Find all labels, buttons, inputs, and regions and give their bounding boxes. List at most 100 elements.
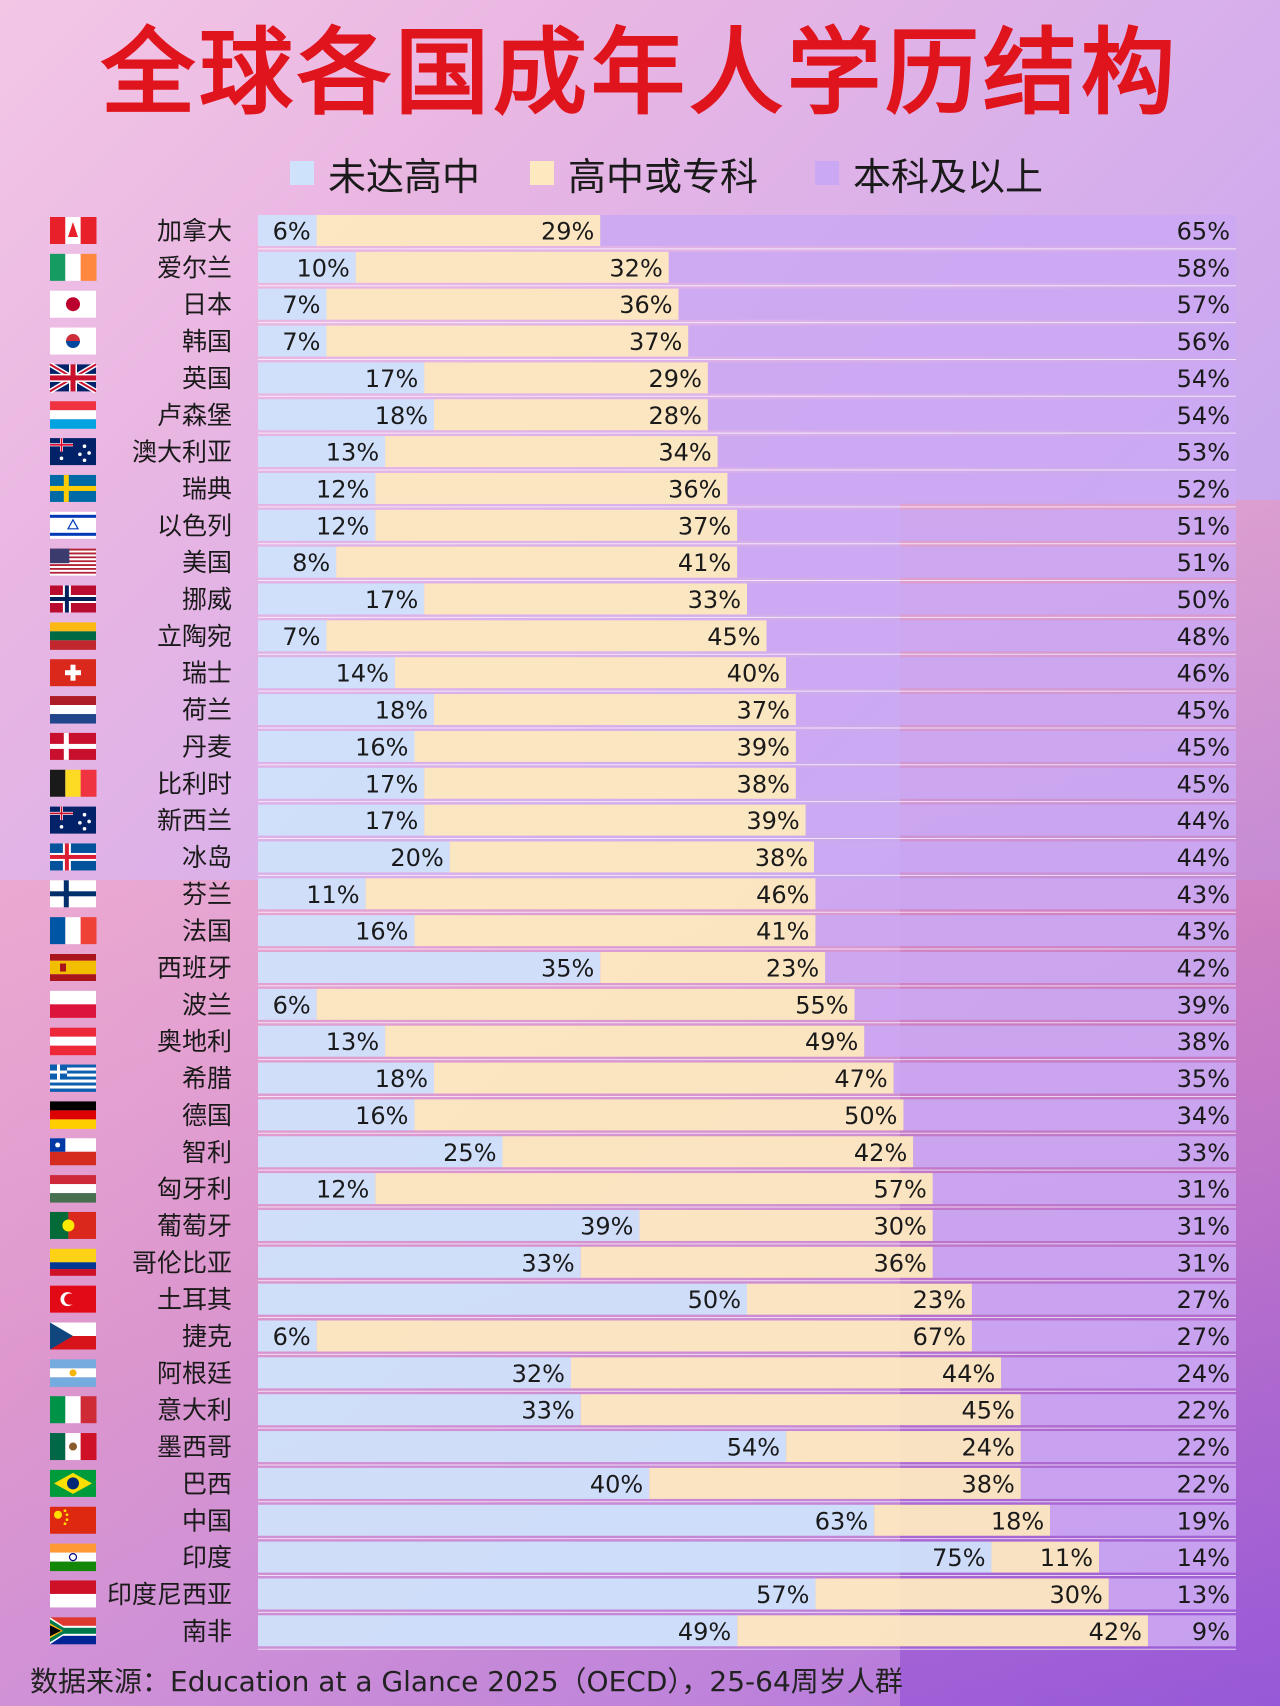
country-flag-icon [50,1285,96,1313]
data-label: 33% [688,586,741,614]
data-label: 35% [541,955,594,983]
bar-segment [424,583,747,615]
data-label: 47% [834,1065,887,1093]
bar-segment [258,1025,386,1057]
legend-item-high-school: 高中或专科 [530,148,758,199]
flag-part [59,825,64,829]
data-label: 41% [678,549,731,577]
country-label: 印度 [182,1543,232,1572]
bar-segment [747,583,1236,615]
data-label: 39% [580,1212,633,1240]
bar-segment [913,1136,1236,1168]
data-label: 13% [1177,1581,1230,1609]
flag-part [66,518,80,530]
bar-segment [1001,1357,1236,1389]
country-label: 巴西 [182,1469,232,1498]
flag-part [50,558,96,561]
data-label: 32% [609,254,662,282]
data-label: 44% [1177,807,1230,835]
bar-segment [258,546,337,578]
country-flag-icon [50,438,96,466]
flag-part [82,458,87,463]
country-label: 德国 [182,1101,232,1130]
data-label: 19% [1177,1507,1230,1535]
country-flag-icon [50,1248,96,1276]
chart-row: 立陶宛 7% 45% 48% [50,620,1236,655]
country-flag-icon [50,1433,97,1461]
chart-row: 匈牙利 12% 57% 31% [50,1173,1236,1208]
country-label: 瑞士 [182,659,232,688]
legend-swatch [290,161,314,185]
bar-segment [1020,1431,1236,1463]
data-label: 24% [961,1434,1014,1462]
bar-segment [600,215,1236,246]
bar-segment [258,399,435,431]
country-flag-icon [50,217,97,244]
data-label: 24% [1177,1360,1230,1388]
data-label: 7% [282,291,320,319]
bar-segment [688,325,1236,357]
country-label: 挪威 [182,585,232,614]
flag-part [63,1509,67,1513]
bar-segment [1020,1394,1236,1426]
bar-segment [326,325,689,357]
country-flag-icon [50,290,96,318]
country-flag-icon [50,1506,96,1534]
flag-part [50,1079,96,1083]
data-label: 6% [273,218,311,246]
bar-segment [864,1025,1236,1057]
country-label: 土耳其 [157,1285,232,1314]
flag-part [50,566,96,568]
data-label: 54% [1177,365,1230,393]
chart-row: 智利 25% 42% 33% [50,1136,1236,1171]
flag-part [50,485,96,491]
flag-part [50,714,96,724]
bar-segment [258,1099,415,1131]
bar-segment [316,215,601,246]
bar-segment [316,988,855,1020]
flag-part [50,1433,66,1461]
flag-part [50,1561,96,1572]
data-source-note: 数据来源：Education at a Glance 2025（OECD），25… [30,1665,903,1698]
flag-part [50,1070,96,1074]
chart-row: 葡萄牙 39% 30% 31% [50,1209,1236,1245]
flag-part [68,1552,78,1562]
country-label: 新西兰 [157,806,232,835]
bar-segment [600,952,826,983]
bar-segment [737,509,1236,541]
country-flag-icon [50,548,96,576]
bar-segment [258,620,327,652]
flag-part [69,1442,77,1451]
flag-part [50,1151,96,1166]
flag-part [50,891,96,897]
data-label: 17% [365,807,418,835]
data-label: 54% [727,1434,780,1462]
bar-segment [258,1394,581,1426]
flag-part [65,1396,81,1424]
data-label: 57% [756,1581,809,1609]
country-label: 韩国 [182,327,232,356]
data-label: 38% [961,1470,1014,1498]
country-flag-icon [50,1138,96,1166]
data-label: 13% [326,439,379,467]
country-flag-icon [50,880,96,908]
data-label: 45% [961,1397,1014,1425]
chart-row: 南非 49% 42% 9% [50,1615,1236,1650]
chart-row: 捷克 6% 67% 27% [50,1320,1236,1355]
chart-row: 比利时 17% 38% 45% [50,767,1236,803]
flag-part [87,819,91,824]
bar-segment [394,657,787,689]
bar-segment [258,878,366,910]
chart-row: 意大利 33% 45% 22% [50,1394,1236,1429]
data-label: 50% [688,1286,741,1314]
data-label: 51% [1177,512,1230,540]
data-label: 46% [1177,660,1230,688]
data-label: 27% [1177,1323,1230,1351]
data-label: 33% [1177,1139,1230,1167]
bar-segment [258,251,356,283]
flag-part [50,1027,96,1037]
data-label: 11% [306,881,359,909]
bar-segment [424,362,708,394]
data-label: 45% [707,623,760,651]
